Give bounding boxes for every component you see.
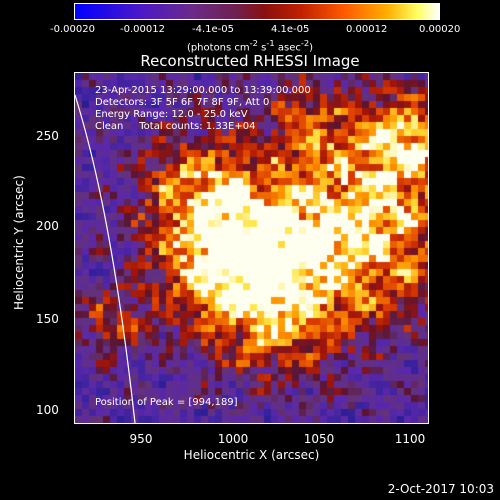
x-tick: 1100	[394, 432, 426, 446]
y-tick: 150	[36, 312, 59, 326]
rhessi-image	[75, 73, 428, 423]
colorbar-units: (photons cm-2 s-1 asec-2)	[186, 38, 314, 54]
colorbar-tick: 0.00012	[346, 24, 388, 35]
plot-title: Reconstructed RHESSI Image	[140, 52, 360, 70]
info-time-range: 23-Apr-2015 13:29:00.000 to 13:39:00.000	[95, 85, 311, 96]
colorbar-tick: 4.1e-05	[271, 24, 310, 35]
colorbar-tick: -0.00020	[50, 24, 95, 35]
y-tick: 100	[36, 403, 59, 417]
y-tick: 250	[36, 129, 59, 143]
colorbar	[74, 3, 440, 20]
info-energy-range: Energy Range: 12.0 - 25.0 keV	[95, 109, 248, 120]
solar-limb	[75, 94, 136, 423]
timestamp: 2-Oct-2017 10:03	[387, 482, 494, 496]
x-tick: 1000	[217, 432, 249, 446]
y-axis-label-wrap: Heliocentric Y (arcsec)	[12, 175, 26, 310]
image-plot: 23-Apr-2015 13:29:00.000 to 13:39:00.000…	[74, 72, 429, 424]
x-tick: 950	[129, 432, 153, 446]
x-tick: 1050	[303, 432, 335, 446]
x-axis-label: Heliocentric X (arcsec)	[183, 448, 320, 462]
peak-position: Position of Peak = [994,189]	[95, 397, 238, 408]
colorbar-tick: -4.1e-05	[192, 24, 234, 35]
colorbar-tick: -0.00012	[120, 24, 165, 35]
y-axis-label: Heliocentric Y (arcsec)	[12, 175, 26, 310]
y-tick: 200	[36, 219, 59, 233]
info-clean-counts: Clean Total counts: 1.33E+04	[95, 121, 256, 132]
colorbar-tick: 0.00020	[419, 24, 461, 35]
info-detectors: Detectors: 3F 5F 6F 7F 8F 9F, Att 0	[95, 97, 270, 108]
